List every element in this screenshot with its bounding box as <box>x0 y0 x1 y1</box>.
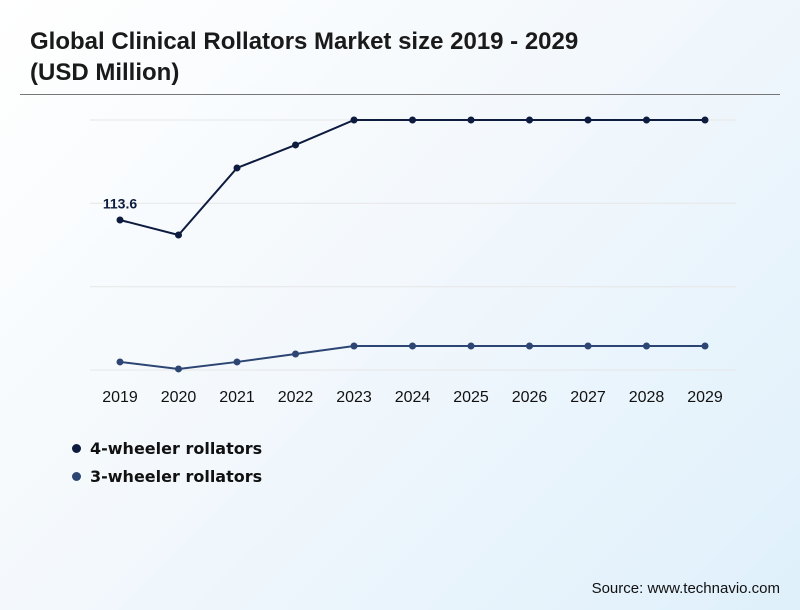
x-tick-label: 2029 <box>687 389 723 406</box>
data-label: 113.6 <box>103 196 137 212</box>
data-point <box>467 342 475 350</box>
legend-marker <box>72 471 81 481</box>
x-tick-label: 2027 <box>570 389 606 406</box>
data-point <box>584 342 592 350</box>
data-point <box>526 342 533 350</box>
data-point <box>116 358 124 366</box>
data-point <box>350 116 358 124</box>
legend-item: 3-wheeler rollators <box>72 462 262 490</box>
data-point <box>350 342 358 350</box>
x-tick-label: 2019 <box>102 389 138 406</box>
x-tick-label: 2024 <box>395 389 431 406</box>
data-point <box>526 116 533 124</box>
data-point <box>175 231 182 239</box>
x-tick-label: 2021 <box>219 389 255 406</box>
data-point <box>292 141 299 149</box>
legend-label: 3-wheeler rollators <box>90 466 263 486</box>
series-line <box>119 119 705 237</box>
data-point <box>233 358 241 366</box>
x-tick-label: 2023 <box>336 389 372 406</box>
data-point <box>116 216 124 224</box>
data-point <box>409 116 416 124</box>
data-point <box>643 116 650 124</box>
data-point <box>175 365 182 373</box>
title-rule <box>20 94 780 95</box>
data-point <box>292 350 299 358</box>
legend: 4-wheeler rollators 3-wheeler rollators <box>72 434 262 490</box>
x-tick-label: 2026 <box>512 389 548 406</box>
data-point <box>409 342 416 350</box>
data-point <box>584 116 592 124</box>
data-point <box>701 342 709 350</box>
source: Source: www.technavio.com <box>591 580 780 597</box>
chart-title: Global Clinical Rollators Market size 20… <box>30 28 579 86</box>
data-point <box>467 116 475 124</box>
x-tick-label: 2025 <box>453 389 489 406</box>
legend-item: 4-wheeler rollators <box>72 434 262 462</box>
x-tick-label: 2028 <box>629 389 665 406</box>
x-tick-label: 2020 <box>161 389 197 406</box>
legend-marker <box>72 443 81 453</box>
legend-label: 4-wheeler rollators <box>90 438 263 458</box>
data-point <box>233 164 241 172</box>
x-tick-label: 2022 <box>278 389 314 406</box>
data-point <box>701 116 709 124</box>
data-point <box>643 342 650 350</box>
